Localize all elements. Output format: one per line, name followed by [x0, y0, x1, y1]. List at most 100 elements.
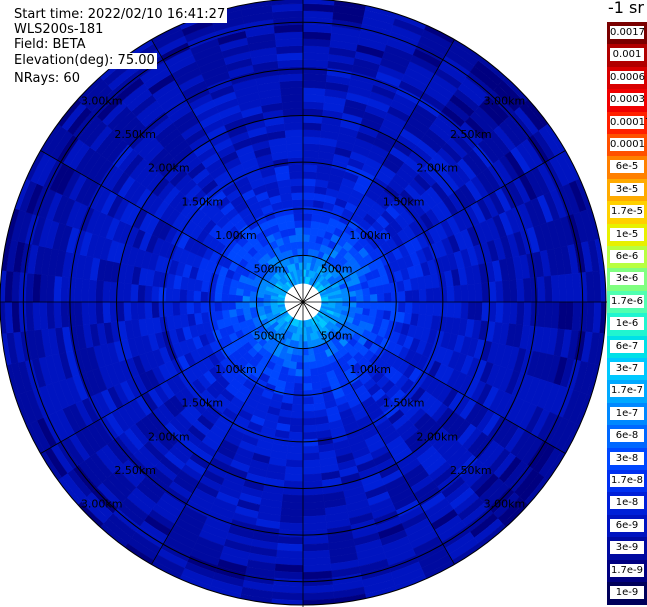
range-ring-label: 3.00km: [484, 497, 526, 510]
beta-cell: [284, 122, 304, 131]
beta-cell: [397, 301, 406, 313]
beta-cell: [302, 45, 331, 55]
beta-cell: [302, 424, 317, 433]
beta-cell: [242, 301, 250, 309]
beta-cell: [302, 369, 312, 377]
beta-cell: [60, 301, 70, 328]
beta-cell: [249, 301, 257, 308]
beta-cell: [302, 389, 314, 398]
beta-cell: [279, 515, 304, 524]
beta-cell: [302, 528, 328, 538]
beta-cell: [287, 227, 297, 237]
beta-cell: [302, 438, 319, 447]
beta-cell: [356, 295, 364, 303]
colorbar-unit: -1 sr: [608, 0, 644, 17]
beta-cell: [453, 285, 462, 303]
colorbar-tick-label: 1e-9: [610, 586, 644, 599]
beta-cell: [302, 403, 315, 412]
beta-cell: [290, 241, 298, 250]
beta-cell: [502, 280, 511, 303]
beta-cell: [363, 294, 371, 303]
beta-cell: [302, 157, 319, 166]
beta-cell: [288, 431, 304, 440]
beta-cell: [275, 556, 304, 566]
colorbar-tick-label: 0.001: [610, 48, 644, 62]
beta-cell: [278, 521, 304, 531]
beta-cell: [557, 301, 567, 330]
beta-cell: [302, 227, 312, 235]
beta-cell: [439, 301, 448, 318]
beta-cell: [270, 301, 278, 306]
beta-cell: [281, 94, 304, 103]
beta-cell: [137, 301, 146, 320]
beta-cell: [275, 38, 304, 48]
beta-cell: [235, 301, 243, 310]
colorbar-tick-label: 0.0003: [610, 93, 645, 107]
beta-cell: [536, 276, 546, 303]
beta-cell: [411, 289, 420, 303]
azimuth-spoke: [151, 301, 304, 565]
beta-cell: [67, 277, 77, 303]
beta-cell: [446, 301, 455, 319]
beta-cell: [302, 473, 322, 482]
beta-cell: [509, 301, 518, 325]
beta-cell: [302, 459, 321, 468]
beta-cell: [302, 87, 326, 96]
beta-cell: [302, 143, 320, 152]
beta-cell: [302, 101, 325, 110]
beta-cell: [296, 355, 304, 363]
beta-cell: [294, 227, 304, 235]
azimuth-spoke: [302, 301, 455, 565]
colorbar-tick-label: 3e-7: [610, 362, 644, 375]
beta-cell: [302, 515, 327, 524]
beta-cell: [123, 283, 132, 303]
beta-cell: [228, 301, 236, 311]
range-ring-label: 2.50km: [450, 464, 492, 477]
beta-cell: [349, 301, 357, 308]
colorbar-tick-label: 1.7e-7: [610, 384, 644, 398]
beta-cell: [295, 362, 304, 370]
beta-cell: [221, 293, 230, 303]
azimuth-spoke: [151, 39, 304, 303]
beta-cell: [302, 549, 331, 559]
range-ring-label: 500m: [254, 330, 286, 343]
beta-cell: [292, 389, 304, 398]
colorbar-tick-label: 1e-6: [610, 317, 644, 331]
colorbar-tick-label: 1.7e-9: [610, 563, 644, 577]
beta-cell: [200, 301, 209, 313]
colorbar-tick-label: 0.0017: [610, 26, 645, 39]
beta-cell: [342, 296, 350, 303]
beta-cell: [280, 508, 304, 517]
colorbar-tick-label: 0.0006: [610, 70, 645, 84]
beta-cell: [287, 438, 304, 447]
azimuth-spokes: [0, 0, 610, 607]
beta-cell: [294, 369, 304, 377]
beta-cell: [284, 473, 304, 482]
beta-cell: [207, 301, 216, 313]
beta-cell: [263, 301, 271, 307]
beta-cell: [281, 101, 304, 110]
beta-cell: [53, 275, 63, 303]
colorbar-tick-label: 6e-7: [610, 339, 644, 353]
beta-cell: [302, 206, 314, 215]
beta-cell: [302, 521, 328, 531]
range-ring-label: 1.50km: [182, 195, 224, 208]
beta-cell: [460, 284, 469, 303]
beta-cell: [286, 445, 304, 454]
beta-cell: [302, 199, 314, 208]
beta-cell: [302, 171, 317, 180]
beta-cell: [288, 234, 297, 243]
beta-cell: [522, 301, 532, 327]
beta-cell: [193, 301, 202, 314]
beta-cell: [355, 289, 364, 297]
beta-cell: [328, 298, 336, 303]
colorbar-tick-label: 1.7e-5: [610, 205, 644, 219]
beta-cell: [137, 284, 146, 303]
beta-cell: [172, 301, 181, 316]
beta-cell: [298, 262, 304, 270]
beta-cell: [291, 192, 304, 201]
beta-cell: [516, 278, 525, 303]
beta-cell: [302, 80, 327, 89]
beta-cell: [285, 136, 304, 145]
